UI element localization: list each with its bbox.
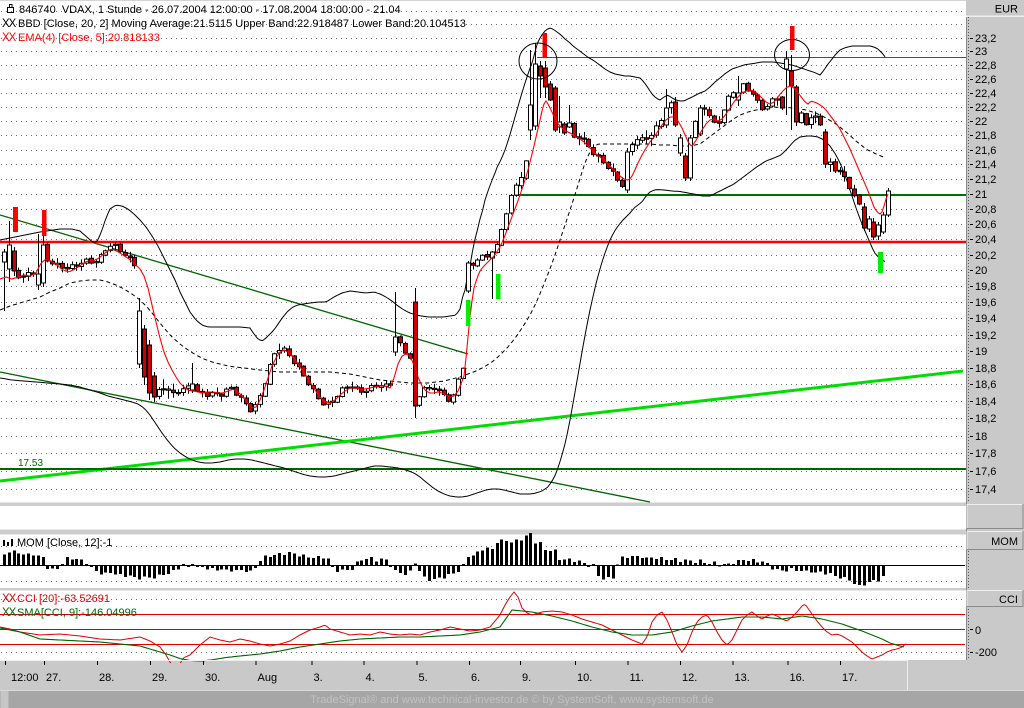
- svg-text:TradeSignal® and www.technical: TradeSignal® and www.technical-investor.…: [310, 694, 713, 706]
- svg-text:19,4: 19,4: [975, 313, 996, 325]
- svg-text:BBD [Close, 20, 2] Moving Aver: BBD [Close, 20, 2] Moving Average:21.511…: [18, 18, 466, 30]
- svg-text:12:00: 12:00: [11, 672, 39, 684]
- svg-text:13.: 13.: [735, 672, 750, 684]
- svg-text:21,6: 21,6: [975, 145, 996, 157]
- svg-text:Aug: Aug: [258, 672, 278, 684]
- svg-text:4.: 4.: [366, 672, 375, 684]
- svg-text:16.: 16.: [790, 672, 805, 684]
- svg-text:19: 19: [975, 346, 987, 358]
- svg-text:18,4: 18,4: [975, 396, 996, 408]
- svg-text:17,6: 17,6: [975, 466, 996, 478]
- svg-text:22,4: 22,4: [975, 88, 996, 100]
- svg-text:23: 23: [975, 46, 987, 58]
- svg-text:20,8: 20,8: [975, 204, 996, 216]
- svg-text:MOM [Close, 12]:-1: MOM [Close, 12]:-1: [17, 537, 112, 549]
- svg-text:18,6: 18,6: [975, 379, 996, 391]
- svg-text:17,4: 17,4: [975, 484, 996, 496]
- svg-text:846740 VDAX, 1 Stunde - 26.07: 846740 VDAX, 1 Stunde - 26.07.2004 12:00…: [19, 4, 401, 16]
- svg-text:EMA(4) [Close, 5]:20.818133: EMA(4) [Close, 5]:20.818133: [18, 32, 160, 44]
- svg-text:XX: XX: [2, 593, 17, 605]
- svg-text:27.: 27.: [46, 672, 61, 684]
- svg-text:18,8: 18,8: [975, 363, 996, 375]
- svg-text:XX: XX: [2, 18, 17, 30]
- svg-text:18: 18: [975, 431, 987, 443]
- svg-text:0: 0: [975, 625, 981, 637]
- svg-text:20,2: 20,2: [975, 250, 996, 262]
- svg-text:22,6: 22,6: [975, 74, 996, 86]
- svg-text:17.53: 17.53: [18, 458, 43, 469]
- svg-text:11.: 11.: [630, 672, 644, 684]
- svg-text:29.: 29.: [152, 672, 167, 684]
- svg-text:CCI [20]:-63.52691: CCI [20]:-63.52691: [17, 593, 110, 605]
- svg-text:SMA[CCI, 9]:-146.04996: SMA[CCI, 9]:-146.04996: [17, 607, 137, 619]
- svg-text:22,8: 22,8: [975, 60, 996, 72]
- svg-text:20,4: 20,4: [975, 234, 996, 246]
- svg-text:12.: 12.: [682, 672, 697, 684]
- svg-text:21,8: 21,8: [975, 130, 996, 142]
- svg-text:-200: -200: [975, 647, 997, 659]
- svg-text:XX: XX: [2, 607, 17, 619]
- svg-text:20: 20: [975, 265, 987, 277]
- svg-text:19,2: 19,2: [975, 330, 996, 342]
- svg-text:17,8: 17,8: [975, 448, 996, 460]
- svg-text:28.: 28.: [99, 672, 114, 684]
- svg-text:21,4: 21,4: [975, 159, 996, 171]
- svg-text:10.: 10.: [577, 672, 592, 684]
- svg-text:20,6: 20,6: [975, 219, 996, 231]
- svg-text:CCI: CCI: [999, 594, 1018, 606]
- svg-text:19,8: 19,8: [975, 281, 996, 293]
- svg-text:23,2: 23,2: [975, 33, 996, 45]
- svg-text:XX: XX: [2, 32, 17, 44]
- svg-text:22,2: 22,2: [975, 102, 996, 114]
- svg-text:17.: 17.: [842, 672, 857, 684]
- svg-text:5.: 5.: [419, 672, 428, 684]
- svg-text:21: 21: [975, 189, 987, 201]
- svg-text:3.: 3.: [314, 672, 323, 684]
- svg-text:EUR: EUR: [995, 4, 1018, 16]
- svg-text:MOM: MOM: [991, 536, 1018, 548]
- svg-text:6.: 6.: [471, 672, 480, 684]
- svg-text:19,6: 19,6: [975, 297, 996, 309]
- svg-text:22: 22: [975, 116, 987, 128]
- svg-text:18,2: 18,2: [975, 413, 996, 425]
- svg-text:21,2: 21,2: [975, 174, 996, 186]
- svg-text:30.: 30.: [205, 672, 220, 684]
- svg-text:9.: 9.: [522, 672, 531, 684]
